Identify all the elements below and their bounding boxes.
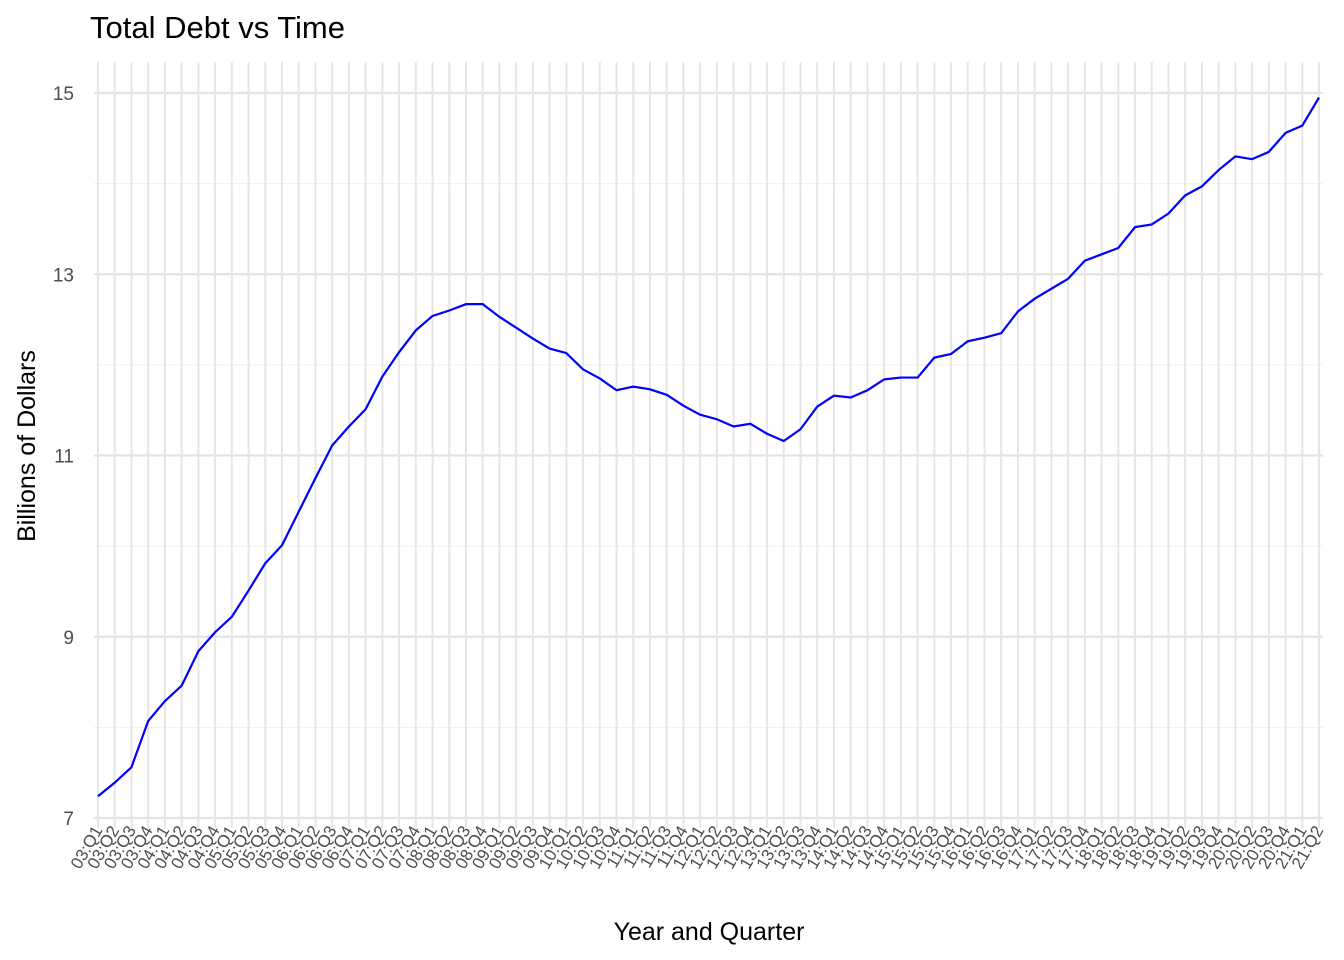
series-line xyxy=(97,96,1320,798)
y-tick-label: 11 xyxy=(54,447,74,468)
y-tick-label: 15 xyxy=(53,84,74,105)
chart-title: Total Debt vs Time xyxy=(90,10,345,45)
y-tick-label: 13 xyxy=(53,265,74,286)
grid-layer xyxy=(94,62,1323,828)
y-tick-label: 9 xyxy=(63,628,74,649)
y-axis-ticks: 7 9 11 13 15 xyxy=(53,84,74,830)
x-axis-title: Year and Quarter xyxy=(614,918,805,946)
x-axis-ticks: 03:Q103:Q203:Q303:Q404:Q104:Q204:Q304:Q4… xyxy=(67,823,1328,873)
y-tick-label: 7 xyxy=(63,809,74,830)
y-axis-title: Billions of Dollars xyxy=(13,350,41,542)
